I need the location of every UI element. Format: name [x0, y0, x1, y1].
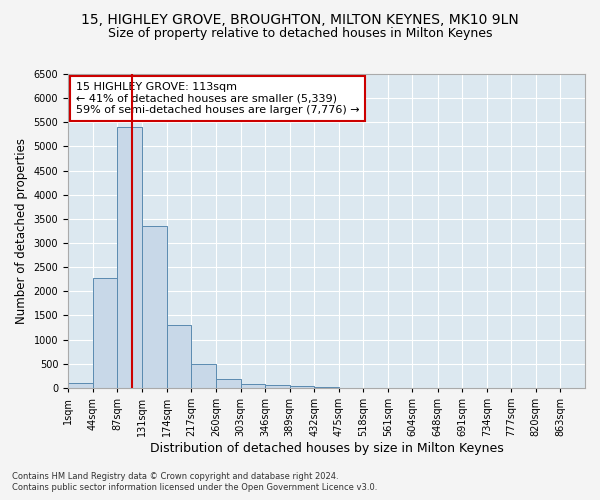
Bar	[191, 364, 216, 388]
Text: 15 HIGHLEY GROVE: 113sqm
← 41% of detached houses are smaller (5,339)
59% of sem: 15 HIGHLEY GROVE: 113sqm ← 41% of detach…	[76, 82, 359, 115]
Text: Contains public sector information licensed under the Open Government Licence v3: Contains public sector information licen…	[12, 484, 377, 492]
Bar	[167, 325, 191, 388]
Bar	[92, 278, 117, 388]
Bar	[68, 383, 92, 388]
Text: 15, HIGHLEY GROVE, BROUGHTON, MILTON KEYNES, MK10 9LN: 15, HIGHLEY GROVE, BROUGHTON, MILTON KEY…	[81, 12, 519, 26]
Y-axis label: Number of detached properties: Number of detached properties	[15, 138, 28, 324]
Text: Size of property relative to detached houses in Milton Keynes: Size of property relative to detached ho…	[108, 28, 492, 40]
Bar	[265, 386, 290, 388]
Text: Contains HM Land Registry data © Crown copyright and database right 2024.: Contains HM Land Registry data © Crown c…	[12, 472, 338, 481]
Bar	[241, 384, 265, 388]
Bar	[117, 127, 142, 388]
Bar	[142, 226, 167, 388]
X-axis label: Distribution of detached houses by size in Milton Keynes: Distribution of detached houses by size …	[149, 442, 503, 455]
Bar	[216, 378, 241, 388]
Bar	[290, 386, 314, 388]
